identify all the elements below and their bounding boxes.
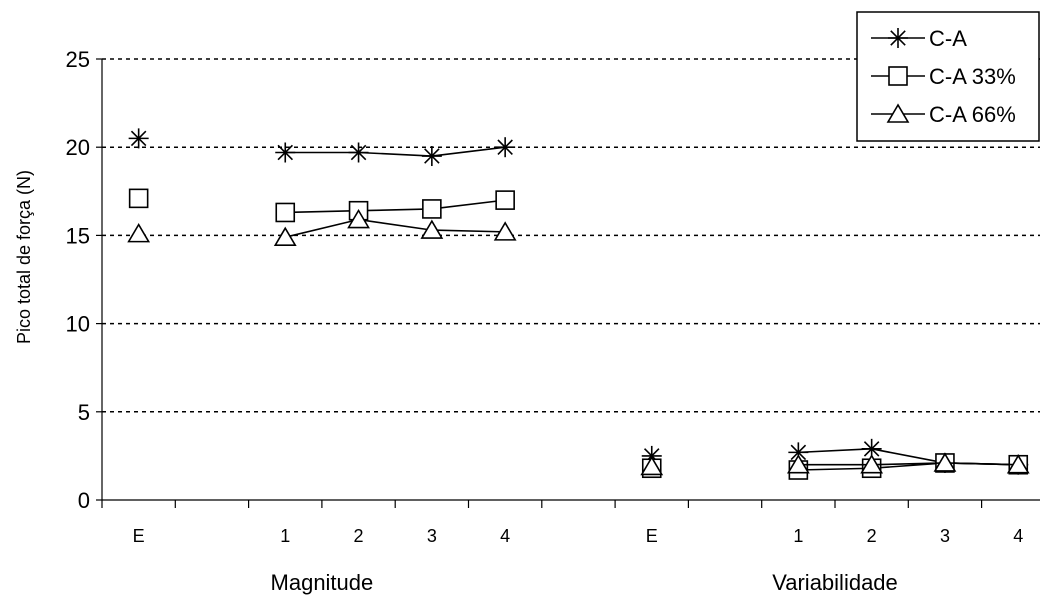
y-axis-title: Pico total de força (N) <box>14 170 34 344</box>
triangle-marker <box>273 226 297 246</box>
group-labels: Magnitude Variabilidade <box>271 570 898 595</box>
triangle-marker <box>1006 454 1030 474</box>
series-c-a-33- <box>128 188 1029 480</box>
y-tick-label: 0 <box>78 488 90 513</box>
x-tick-label: E <box>646 526 658 546</box>
x-tick-label: 4 <box>500 526 510 546</box>
y-tick-label: 10 <box>66 312 90 337</box>
series-line <box>285 146 506 157</box>
series-line <box>285 199 506 214</box>
triangle-marker <box>933 452 957 472</box>
square-marker <box>275 202 296 223</box>
asterisk-marker <box>348 142 369 163</box>
x-tick-label: 2 <box>867 526 877 546</box>
series-layer <box>127 128 1030 480</box>
legend-item: C-A 66% <box>871 102 1016 127</box>
asterisk-marker <box>495 137 516 158</box>
legend-label: C-A 66% <box>929 102 1016 127</box>
legend-item: C-A 33% <box>871 64 1016 89</box>
triangle-marker <box>786 454 810 474</box>
triangle-marker <box>127 223 151 243</box>
legend: C-A C-A 33% C-A 66% <box>856 11 1040 142</box>
y-tick-label: 5 <box>78 400 90 425</box>
legend-item: C-A <box>871 26 967 51</box>
legend-label: C-A 33% <box>929 64 1016 89</box>
triangle-marker <box>860 454 884 474</box>
x-tick-label: 3 <box>940 526 950 546</box>
asterisk-marker <box>888 28 908 48</box>
x-tick-label: 1 <box>793 526 803 546</box>
x-tick-label: 4 <box>1013 526 1023 546</box>
square-marker <box>128 188 149 209</box>
series-line <box>798 448 1019 466</box>
triangle-marker <box>347 208 370 229</box>
square-marker <box>888 66 908 86</box>
asterisk-marker <box>275 142 296 163</box>
triangle-marker <box>886 103 910 123</box>
series-c-a <box>128 128 1029 475</box>
triangle-marker <box>420 219 444 239</box>
series-c-a-66- <box>127 208 1030 476</box>
x-tick-label: 2 <box>354 526 364 546</box>
x-tick-label: 1 <box>280 526 290 546</box>
y-tick-labels: 0 5 10 15 20 25 <box>66 47 90 513</box>
series-line <box>285 218 506 238</box>
x-tick-labels: E 1 2 3 4 E 1 2 3 4 <box>133 526 1024 546</box>
legend-label: C-A <box>929 26 967 51</box>
asterisk-marker <box>861 438 882 459</box>
series-line <box>798 462 1019 466</box>
asterisk-marker <box>128 128 149 149</box>
y-tick-label: 20 <box>66 135 90 160</box>
triangle-marker <box>640 455 664 476</box>
square-marker <box>495 190 515 210</box>
group-label: Magnitude <box>271 570 374 595</box>
x-tick-label: E <box>133 526 145 546</box>
y-tick-label: 15 <box>66 223 90 248</box>
group-label: Variabilidade <box>772 570 898 595</box>
y-tick-label: 25 <box>66 47 90 72</box>
triangle-marker <box>493 221 517 241</box>
square-marker <box>422 199 442 219</box>
axes <box>96 58 1040 508</box>
x-tick-label: 3 <box>427 526 437 546</box>
asterisk-marker <box>788 442 809 463</box>
asterisk-marker <box>421 146 442 167</box>
